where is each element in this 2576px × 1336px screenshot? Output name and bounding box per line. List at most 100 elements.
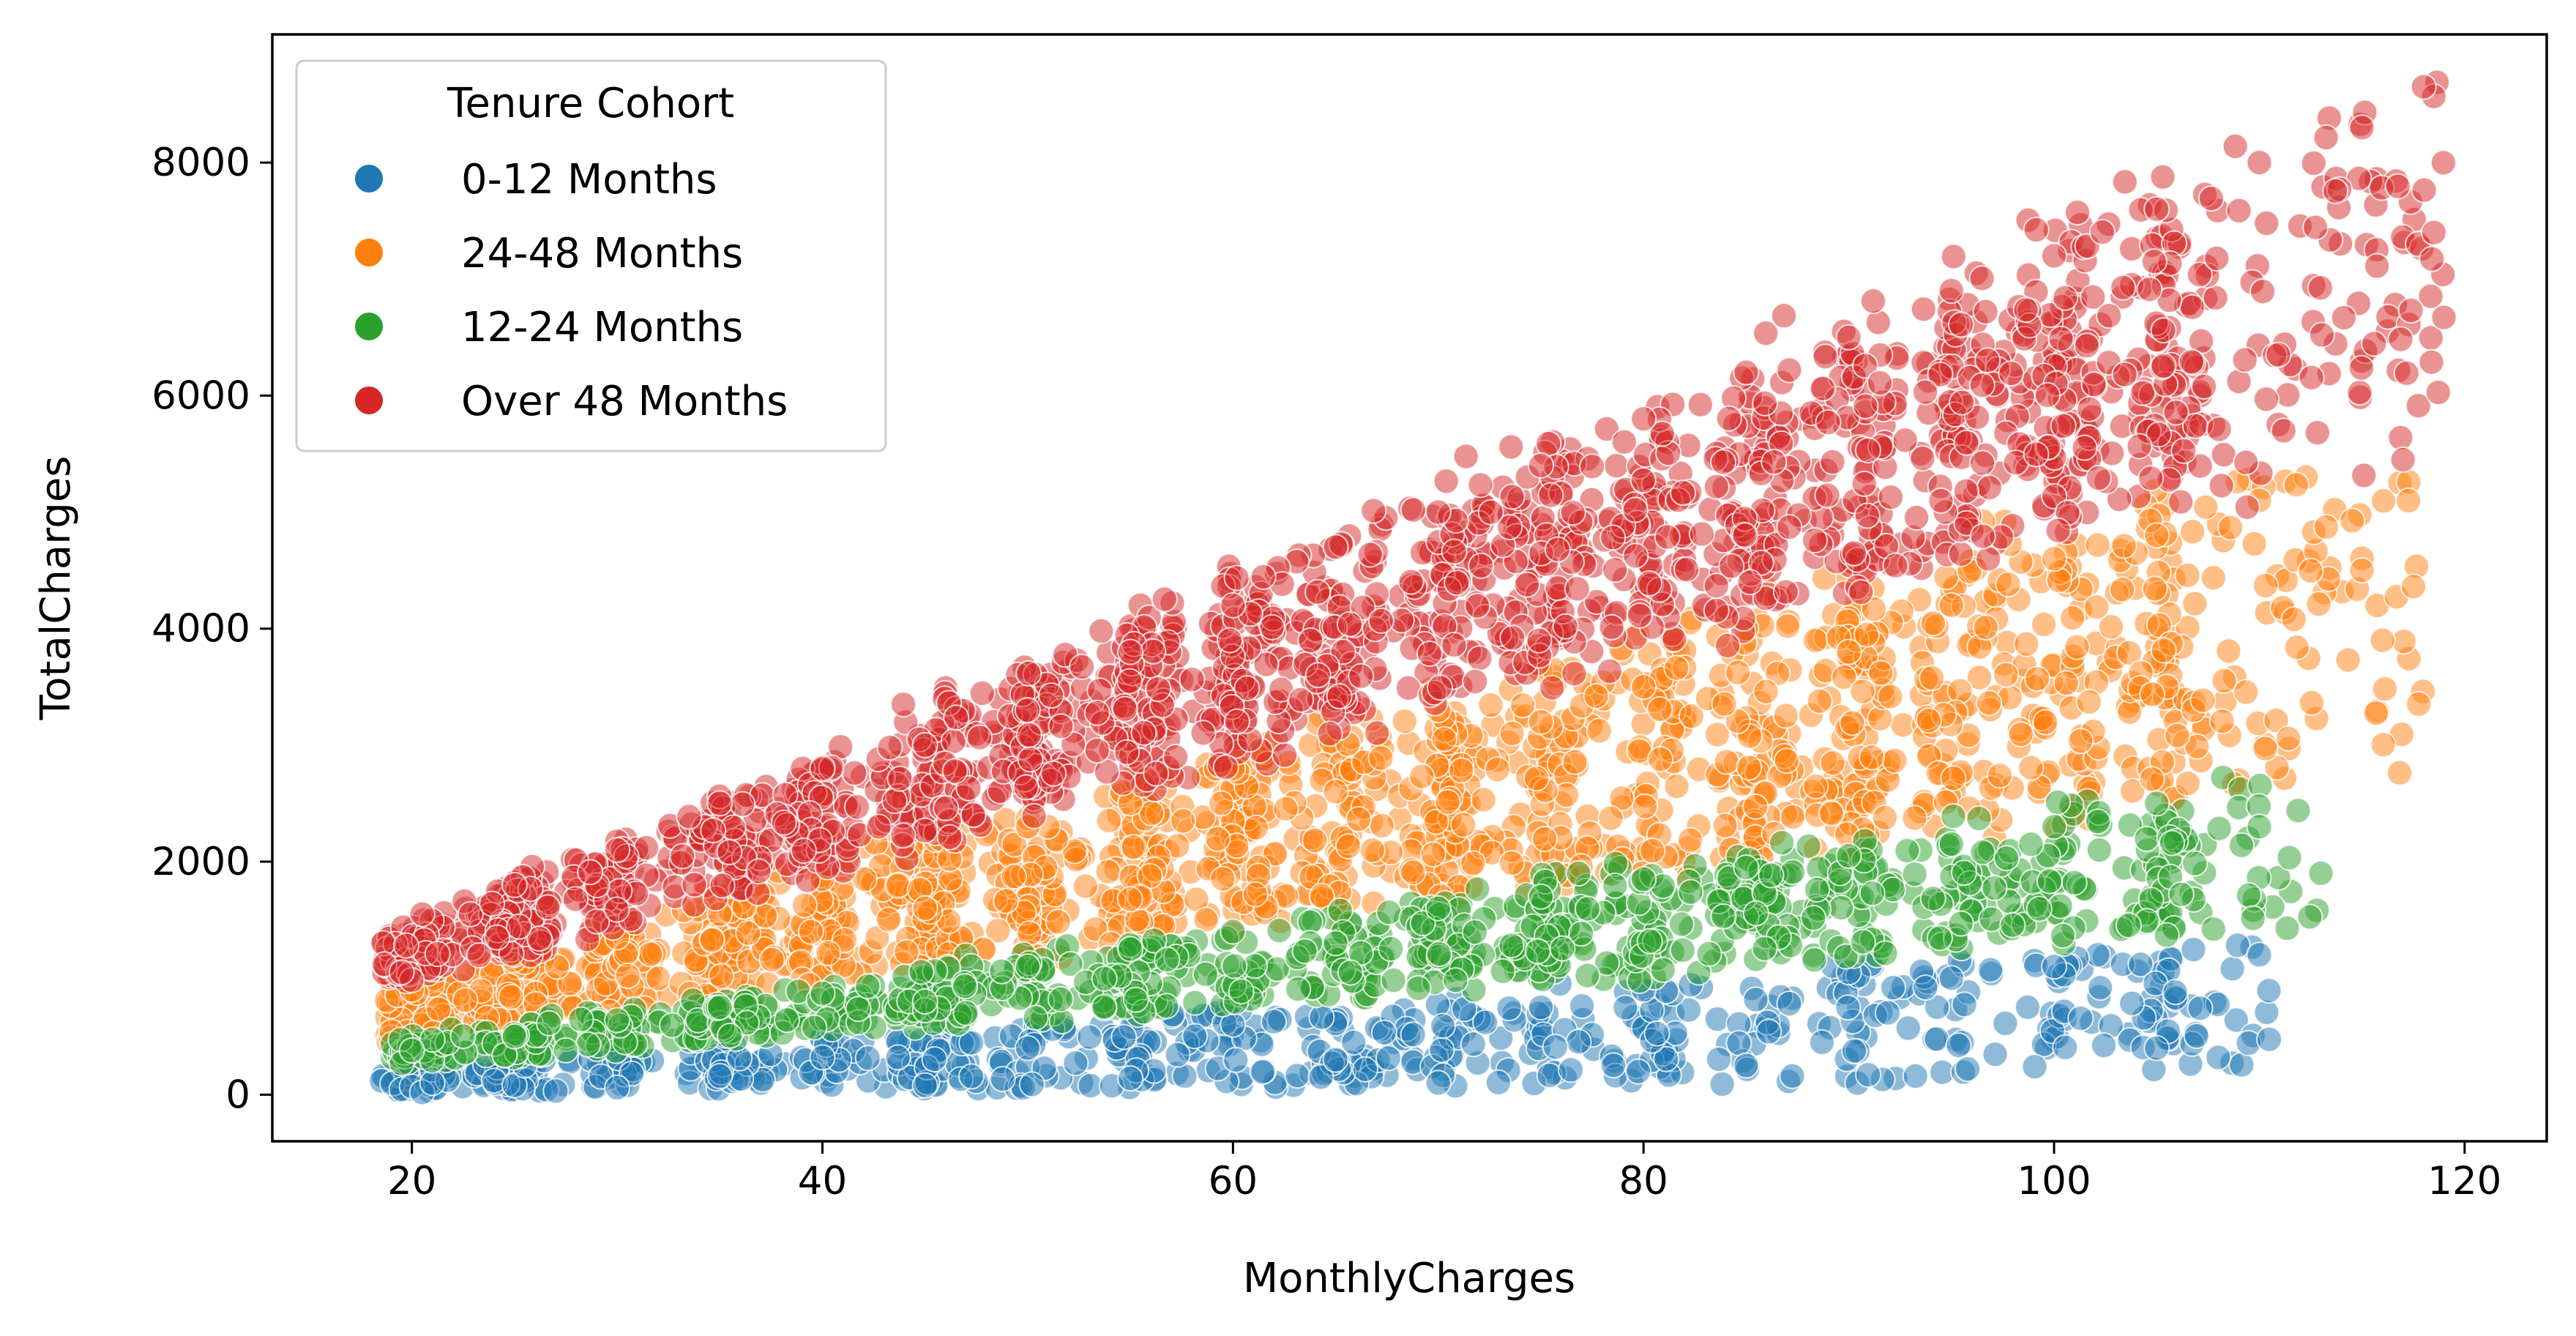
- scatter-point: [1425, 1070, 1452, 1097]
- scatter-point: [1965, 805, 1993, 832]
- scatter-point: [1972, 298, 1999, 325]
- scatter-point: [2387, 424, 2414, 451]
- scatter-point: [1774, 613, 1801, 640]
- scatter-point: [2252, 735, 2279, 762]
- scatter-point: [1677, 826, 1704, 854]
- scatter-point: [1015, 660, 1042, 687]
- scatter-point: [2274, 381, 2301, 408]
- scatter-point: [1725, 1029, 1752, 1056]
- scatter-point: [1464, 592, 1491, 619]
- scatter-point: [708, 963, 735, 990]
- scatter-point: [1110, 1023, 1138, 1050]
- scatter-point: [2129, 379, 2157, 406]
- scatter-point: [2189, 687, 2217, 714]
- scatter-point: [1849, 928, 1876, 955]
- scatter-point: [1304, 578, 1332, 605]
- scatter-point: [2361, 330, 2388, 357]
- scatter-point: [398, 1037, 425, 1064]
- scatter-point: [2219, 955, 2246, 982]
- scatter-point: [1367, 744, 1395, 772]
- scatter-point: [1877, 683, 1904, 710]
- scatter-point: [1426, 941, 1453, 968]
- scatter-point: [2297, 557, 2324, 584]
- scatter-point: [1995, 571, 2022, 598]
- scatter-point: [1375, 1045, 1402, 1072]
- scatter-point: [681, 871, 708, 898]
- scatter-point: [2162, 979, 2189, 1006]
- scatter-point: [1951, 859, 1977, 887]
- scatter-point: [791, 892, 818, 919]
- scatter-point: [1938, 831, 1965, 858]
- scatter-point: [1670, 479, 1697, 507]
- scatter-point: [1472, 1009, 1499, 1036]
- scatter-point: [1452, 443, 1479, 470]
- scatter-point: [1485, 1069, 1512, 1096]
- scatter-point: [1249, 1059, 1276, 1086]
- scatter-point: [1498, 850, 1526, 876]
- scatter-point: [1531, 826, 1558, 852]
- scatter-point: [1972, 614, 1999, 641]
- scatter-point: [501, 1023, 528, 1050]
- scatter-point: [2339, 507, 2366, 534]
- scatter-point: [1646, 695, 1673, 723]
- scatter-point: [2032, 709, 2059, 736]
- scatter-point: [419, 1070, 446, 1097]
- scatter-point: [1945, 1032, 1972, 1059]
- scatter-point: [717, 1022, 744, 1049]
- scatter-point: [2233, 493, 2260, 520]
- scatter-point: [1711, 690, 1738, 717]
- scatter-point: [911, 1072, 938, 1099]
- scatter-point: [1859, 744, 1886, 771]
- scatter-point: [1326, 897, 1354, 924]
- scatter-point: [1855, 1061, 1882, 1089]
- scatter-point: [881, 788, 908, 814]
- scatter-point: [1316, 720, 1343, 747]
- scatter-point: [1940, 803, 1967, 829]
- scatter-point: [1725, 659, 1752, 686]
- scatter-point: [1524, 938, 1551, 965]
- scatter-point: [1795, 832, 1822, 859]
- scatter-point: [2200, 916, 2227, 943]
- scatter-point: [1649, 956, 1676, 983]
- scatter-point: [1544, 536, 1571, 563]
- scatter-point: [1596, 657, 1623, 684]
- scatter-point: [2228, 832, 2255, 859]
- scatter-point: [1703, 1006, 1731, 1032]
- scatter-point: [1731, 522, 1758, 549]
- scatter-point: [2241, 530, 2268, 557]
- scatter-point: [1552, 613, 1579, 640]
- scatter-point: [2302, 214, 2329, 241]
- scatter-point: [1434, 788, 1461, 816]
- scatter-point: [1272, 795, 1299, 822]
- scatter-point: [2064, 199, 2091, 226]
- scatter-point: [2205, 1044, 2232, 1071]
- scatter-point: [1773, 747, 1800, 775]
- scatter-point: [1630, 673, 1657, 701]
- scatter-point: [2181, 850, 2209, 877]
- scatter-point: [2363, 700, 2389, 727]
- scatter-point: [2351, 462, 2378, 489]
- scatter-point: [2067, 1005, 2094, 1031]
- scatter-point: [645, 965, 672, 992]
- scatter-point: [1209, 865, 1236, 892]
- scatter-point: [1742, 900, 1769, 927]
- scatter-point: [2013, 630, 2040, 657]
- scatter-point: [1069, 653, 1096, 680]
- scatter-point: [1955, 1056, 1981, 1083]
- scatter-point: [1733, 1052, 1760, 1079]
- scatter-point: [1466, 645, 1493, 672]
- scatter-point: [2364, 253, 2391, 280]
- scatter-point: [1130, 719, 1157, 746]
- scatter-point: [1938, 965, 1965, 992]
- scatter-point: [1091, 965, 1118, 992]
- scatter-point: [2283, 634, 2310, 661]
- scatter-point: [2115, 912, 2142, 938]
- scatter-point: [1498, 932, 1525, 959]
- scatter-point: [449, 1023, 477, 1050]
- scatter-point: [2203, 245, 2230, 272]
- scatter-point: [1040, 760, 1067, 787]
- scatter-point: [2225, 197, 2252, 224]
- scatter-point: [1612, 994, 1639, 1021]
- scatter-point: [1448, 757, 1475, 784]
